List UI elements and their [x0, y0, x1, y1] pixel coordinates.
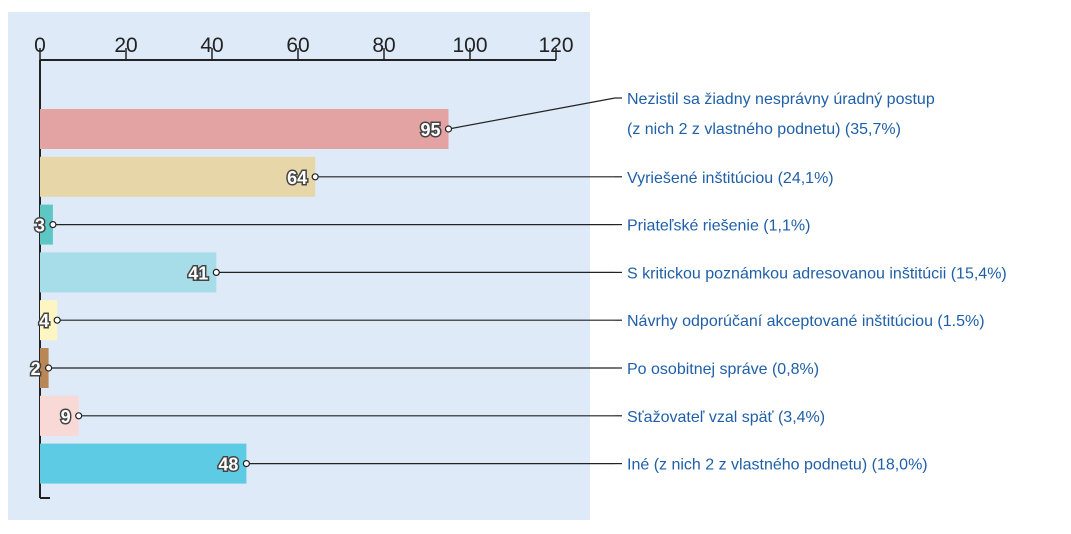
leader-dot — [242, 460, 250, 468]
leader-dot — [212, 268, 220, 276]
category-label: Iné (z nich 2 z vlastného podnetu) (18,0… — [627, 457, 928, 474]
x-tick-label: 100 — [452, 34, 487, 57]
label-line: Iné (z nich 2 z vlastného podnetu) (18,0… — [627, 457, 928, 474]
label-line: Po osobitnej správe (0,8%) — [627, 361, 819, 378]
value-label: 41 — [188, 263, 208, 283]
label-line: S kritickou poznámkou adresovanou inštit… — [627, 265, 1007, 282]
leader-line — [448, 97, 616, 130]
x-tick-label: 40 — [200, 34, 223, 57]
label-line: Vyriešené inštitúciou (24,1%) — [627, 170, 834, 187]
label-line: Sťažovateľ vzal späť (3,4%) — [627, 409, 825, 426]
x-tick-label: 120 — [538, 34, 573, 57]
bar — [40, 156, 316, 197]
value-label: 3 — [35, 216, 45, 236]
leader-dot — [44, 364, 53, 372]
leader-dot — [311, 173, 319, 181]
value-label: 95 — [420, 120, 440, 140]
category-label: Priateľské riešenie (1,1%) — [627, 218, 810, 235]
x-tick-label: 80 — [372, 34, 395, 57]
leader-dot — [53, 316, 61, 324]
bar — [40, 443, 247, 484]
bar — [40, 395, 79, 436]
bar — [40, 204, 53, 245]
value-label: 4 — [39, 311, 49, 331]
x-tick-label: 0 — [34, 34, 46, 57]
bar — [40, 348, 49, 388]
category-label: Návrhy odporúčaní akceptované inštitúcio… — [627, 313, 985, 330]
category-label: Vyriešené inštitúciou (24,1%) — [627, 170, 834, 187]
value-label: 64 — [287, 168, 307, 188]
value-label: 2 — [31, 359, 41, 379]
value-label: 48 — [218, 455, 238, 475]
value-label: 9 — [61, 407, 71, 427]
label-line: Nezistil sa žiadny nesprávny úradný post… — [627, 91, 935, 108]
category-label: Po osobitnej správe (0,8%) — [627, 361, 819, 378]
bar — [40, 252, 217, 293]
leader-dot — [444, 125, 453, 133]
label-line: Návrhy odporúčaní akceptované inštitúcio… — [627, 313, 985, 330]
bar — [40, 109, 449, 149]
label-line: (z nich 2 z vlastného podnetu) (35,7%) — [627, 121, 901, 138]
category-label: S kritickou poznámkou adresovanou inštit… — [627, 265, 1007, 282]
leader-dot — [75, 412, 83, 420]
label-line: Priateľské riešenie (1,1%) — [627, 218, 810, 235]
leader-dot — [49, 221, 57, 229]
x-tick-label: 20 — [114, 34, 137, 57]
bar — [40, 300, 58, 341]
category-label: Sťažovateľ vzal späť (3,4%) — [627, 409, 825, 426]
x-tick-label: 60 — [286, 34, 309, 57]
category-label: Nezistil sa žiadny nesprávny úradný post… — [627, 91, 935, 138]
